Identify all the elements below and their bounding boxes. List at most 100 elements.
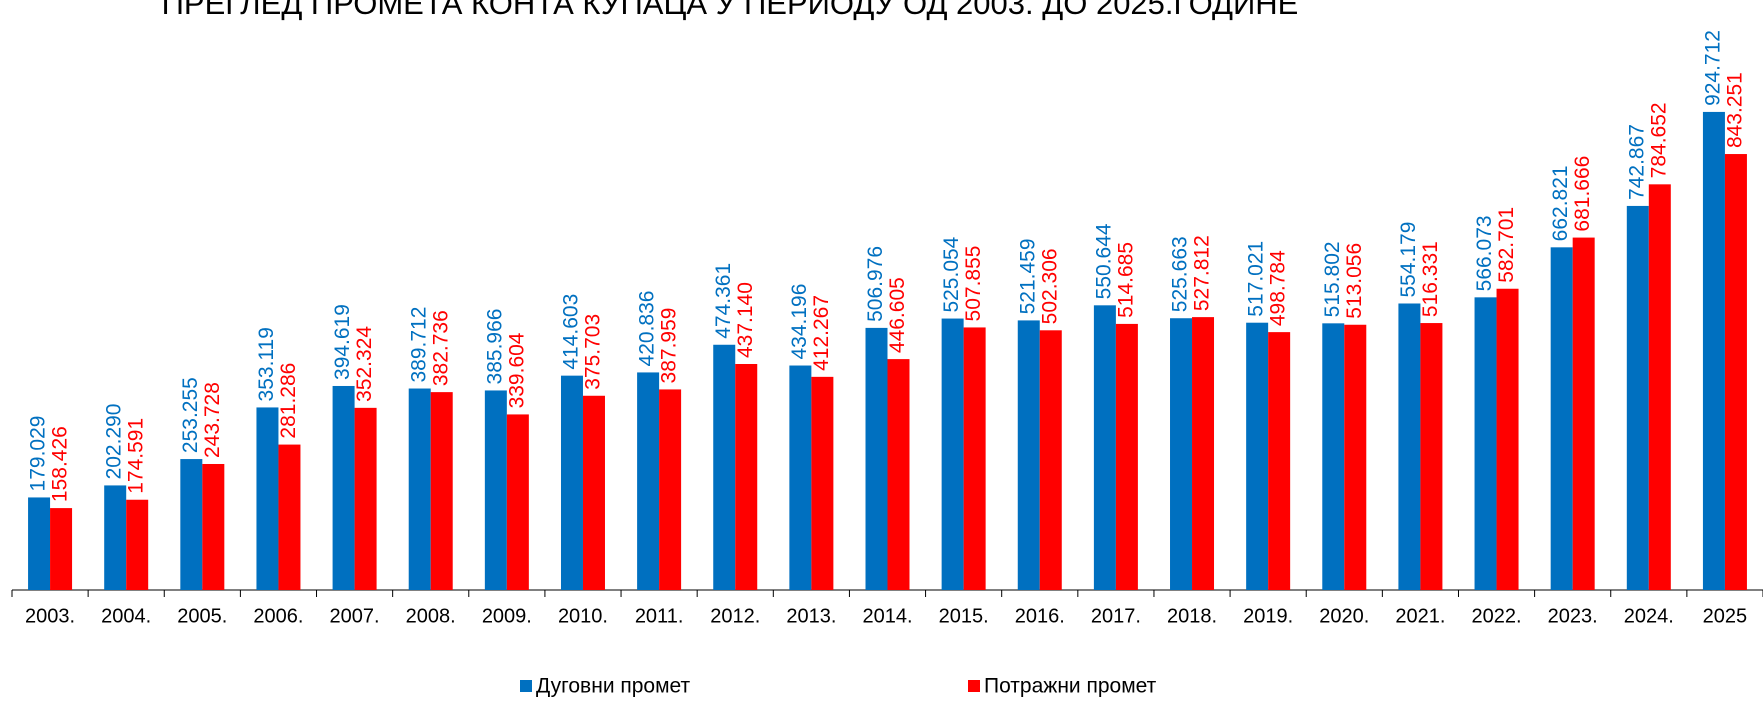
bar	[484, 390, 507, 590]
data-label: 394.619	[331, 304, 354, 380]
x-tick-label: 2015.	[939, 605, 989, 627]
data-label: 389.712	[407, 307, 430, 383]
data-label: 507.855	[962, 246, 985, 322]
bar	[1626, 205, 1649, 591]
data-label: 662.821	[1549, 165, 1572, 241]
bar	[1170, 318, 1193, 590]
bar	[789, 365, 812, 590]
data-label: 521.459	[1016, 238, 1039, 314]
data-label: 385.966	[483, 309, 506, 385]
bar	[1496, 288, 1519, 590]
data-label: 202.290	[103, 403, 126, 479]
bar	[963, 327, 986, 590]
bar	[126, 499, 149, 590]
x-tick-label: 2006.	[253, 605, 303, 627]
bar	[1474, 297, 1497, 590]
bar	[582, 395, 605, 590]
data-label: 158.426	[49, 426, 72, 502]
bar	[506, 414, 529, 590]
data-label: 382.736	[429, 310, 452, 386]
x-tick-label: 2010.	[558, 605, 608, 627]
bar	[202, 463, 225, 590]
bar	[104, 485, 127, 590]
bar	[1246, 322, 1269, 590]
bar	[1572, 237, 1595, 590]
data-label: 446.605	[886, 277, 909, 353]
x-tick-label: 2019.	[1243, 605, 1293, 627]
bar	[713, 344, 736, 590]
legend-label: Потражни промет	[984, 675, 1157, 698]
bar	[256, 407, 279, 590]
bar	[1702, 111, 1725, 591]
x-tick-label: 2007.	[330, 605, 380, 627]
x-tick-label: 2017.	[1091, 605, 1141, 627]
bar	[408, 388, 431, 590]
data-label: 414.603	[560, 294, 583, 370]
data-label: 502.306	[1038, 248, 1061, 324]
x-tick-label: 2016.	[1015, 605, 1065, 627]
bar	[332, 385, 355, 590]
bar	[941, 318, 964, 590]
bar	[1322, 323, 1345, 590]
data-label: 554.179	[1397, 222, 1420, 298]
data-label: 174.591	[125, 418, 148, 494]
x-tick-label: 2013.	[786, 605, 836, 627]
bar	[865, 327, 888, 590]
bar	[1550, 247, 1573, 591]
bar	[1192, 317, 1215, 590]
x-tick-label: 2005.	[177, 605, 227, 627]
data-label: 525.054	[940, 236, 963, 312]
data-label: 281.286	[277, 363, 300, 439]
data-label: 437.140	[734, 282, 757, 358]
x-tick-label: 2023.	[1548, 605, 1598, 627]
x-tick-label: 2024.	[1624, 605, 1674, 627]
data-label: 243.728	[201, 382, 224, 458]
data-label: 550.644	[1092, 223, 1115, 299]
bar	[354, 407, 377, 590]
data-label: 179.029	[27, 416, 50, 492]
legend-label: Дуговни промет	[536, 675, 691, 698]
bar	[50, 508, 73, 590]
x-tick-label: 2008.	[406, 605, 456, 627]
data-label: 527.812	[1191, 235, 1214, 311]
data-label: 681.666	[1571, 156, 1594, 232]
data-label: 434.196	[788, 284, 811, 360]
bar	[560, 375, 583, 590]
data-label: 515.802	[1321, 241, 1344, 317]
data-label: 498.784	[1267, 250, 1290, 326]
data-label: 582.701	[1495, 207, 1518, 283]
x-tick-label: 2011.	[635, 605, 684, 627]
bar	[1039, 330, 1062, 590]
bar	[180, 459, 203, 590]
bar	[430, 392, 453, 590]
x-tick-label: 2021.	[1395, 605, 1445, 627]
legend-swatch	[520, 680, 532, 692]
bar	[659, 389, 682, 590]
bar	[278, 444, 301, 590]
bar	[637, 372, 660, 590]
data-label: 742.867	[1625, 124, 1648, 200]
data-label: 253.255	[179, 377, 202, 453]
data-label: 339.604	[505, 332, 528, 408]
data-label: 474.361	[712, 263, 735, 339]
data-label: 517.021	[1245, 241, 1268, 317]
x-tick-label: 2014.	[862, 605, 912, 627]
bar	[1724, 154, 1747, 590]
data-label: 412.267	[810, 295, 833, 371]
data-label: 353.119	[255, 327, 278, 401]
bar	[1398, 303, 1421, 590]
data-label: 352.324	[353, 326, 376, 402]
data-label: 506.976	[864, 246, 887, 322]
data-label: 924.712	[1701, 30, 1724, 106]
data-label: 843.251	[1723, 72, 1746, 148]
bar	[1017, 320, 1040, 590]
data-label: 525.663	[1169, 236, 1192, 312]
x-tick-label: 2003.	[25, 605, 75, 627]
data-label: 784.652	[1647, 102, 1670, 178]
x-tick-label: 2018.	[1167, 605, 1217, 627]
bar	[1115, 323, 1138, 590]
bar	[1344, 324, 1367, 590]
data-label: 513.056	[1343, 243, 1366, 319]
bar	[1093, 305, 1116, 590]
